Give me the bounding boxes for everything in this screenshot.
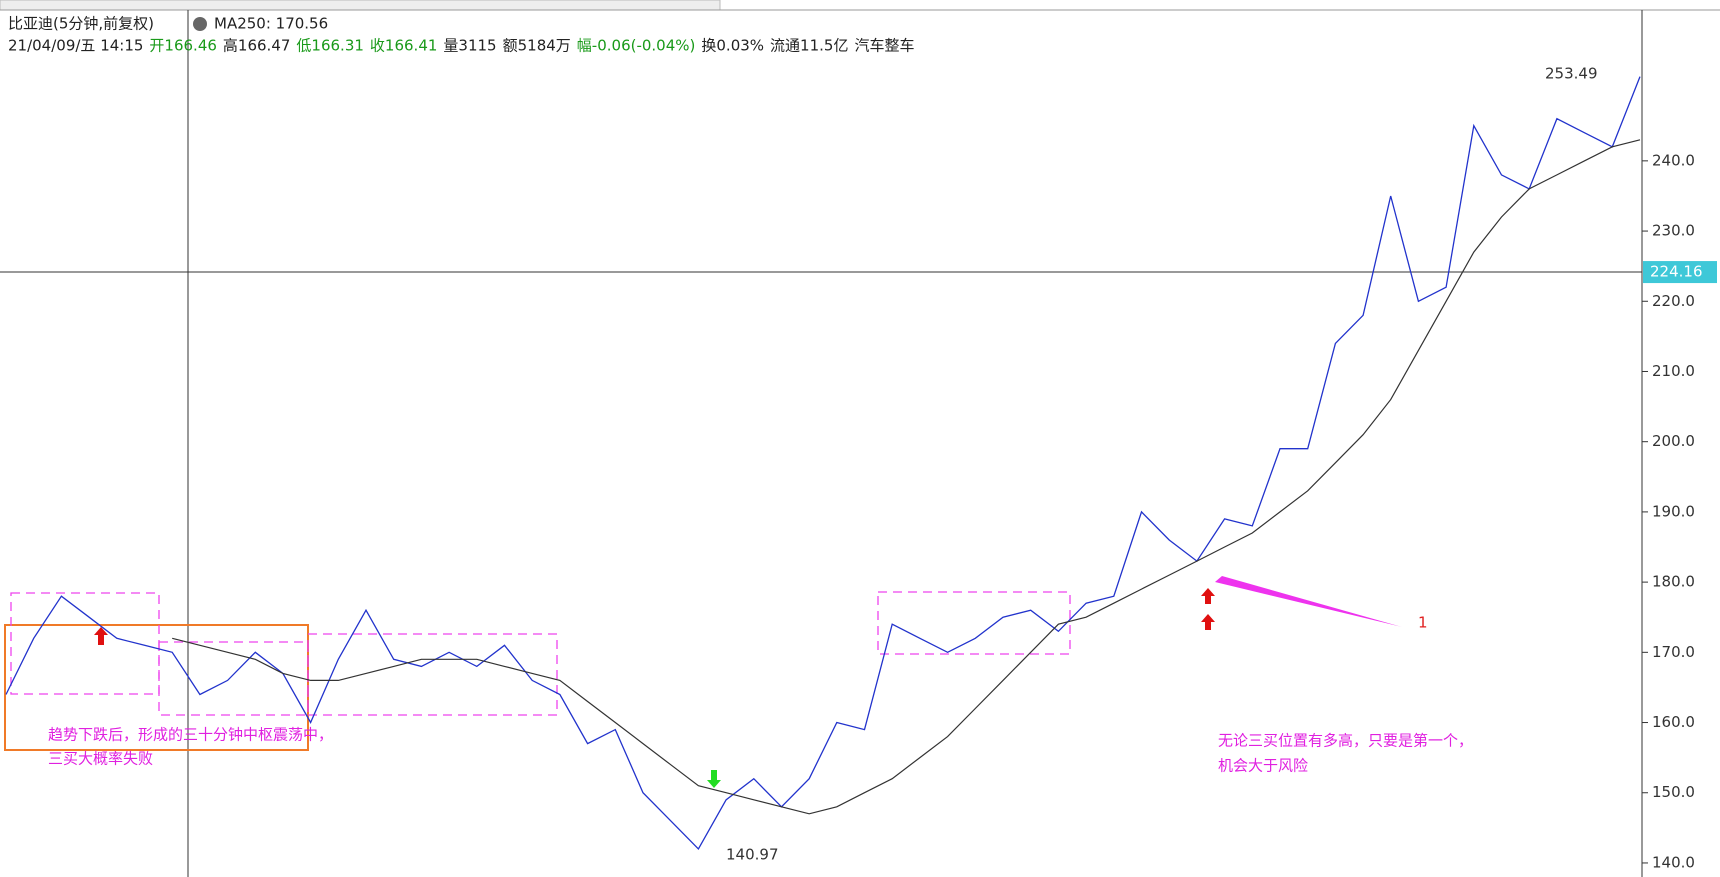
crosshair-label-box: [1643, 261, 1717, 284]
info-item: 量3115: [443, 37, 496, 55]
info-item: 高166.47: [223, 37, 291, 55]
y-tick-label: 150.0: [1652, 783, 1695, 801]
settings-icon[interactable]: [193, 17, 207, 31]
annotation: 1: [1418, 614, 1428, 632]
series-line: [5, 76, 1641, 850]
annotation: 三买大概率失败: [48, 750, 153, 768]
y-tick-label: 170.0: [1652, 643, 1695, 661]
info-item: 收166.41: [370, 37, 438, 55]
y-tick-label: 140.0: [1652, 853, 1695, 871]
y-tick-label: 180.0: [1652, 573, 1695, 591]
y-tick-label: 200.0: [1652, 432, 1695, 450]
crosshair-label: 224.16: [1650, 263, 1703, 281]
info-item: 幅-0.06(-0.04%): [577, 37, 696, 55]
y-tick-label: 160.0: [1652, 713, 1695, 731]
series-line: [172, 139, 1641, 815]
info-item: 换0.03%: [701, 37, 764, 55]
info-item: 流通11.5亿: [770, 37, 848, 55]
y-tick-label: 220.0: [1652, 292, 1695, 310]
annotation: 无论三买位置有多高，只要是第一个，: [1218, 732, 1473, 750]
y-tick-label: 230.0: [1652, 222, 1695, 240]
signal-arrows: [94, 588, 1215, 788]
chart-title: 比亚迪(5分钟,前复权): [8, 15, 154, 33]
ma-label: MA250: 170.56: [214, 15, 328, 33]
tab-bar[interactable]: [0, 0, 721, 11]
pivot-boxes: [10, 591, 1071, 716]
y-tick-label: 190.0: [1652, 502, 1695, 520]
info-item: 汽车整车: [854, 37, 914, 55]
high-label: 253.49: [1545, 65, 1598, 83]
info-item: 额5184万: [503, 37, 571, 55]
pointer-arrow: [1215, 576, 1402, 627]
info-item: 开166.46: [149, 37, 217, 55]
annotation: 机会大于风险: [1218, 757, 1308, 775]
annotation: 趋势下跌后，形成的三十分钟中枢震荡中，: [48, 726, 333, 744]
info-item: 低166.31: [296, 37, 364, 55]
y-tick-label: 210.0: [1652, 362, 1695, 380]
y-tick-label: 240.0: [1652, 151, 1695, 169]
low-label: 140.97: [726, 846, 779, 864]
info-item: 21/04/09/五 14:15: [8, 37, 143, 55]
